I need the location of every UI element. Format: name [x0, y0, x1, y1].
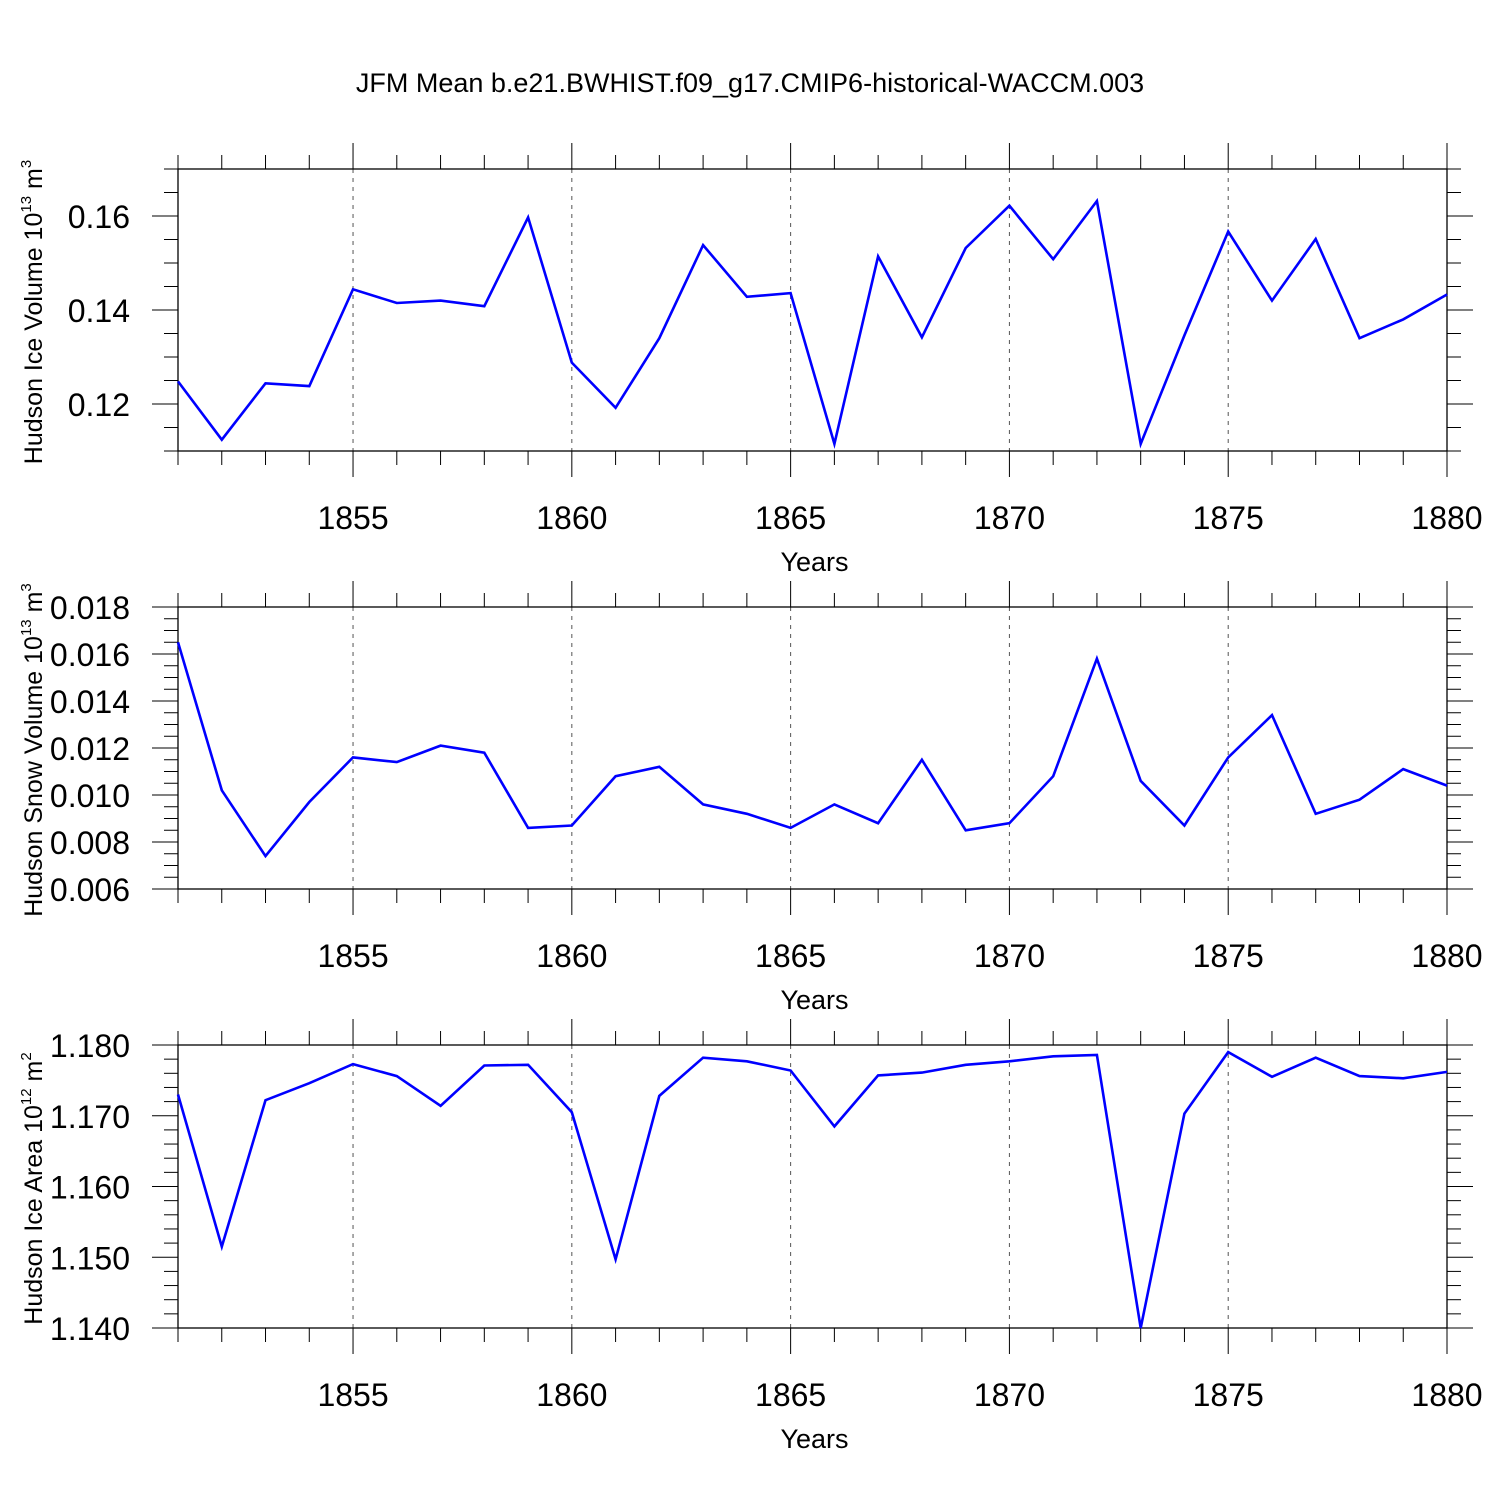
y-axis-label: Hudson Snow Volume 1013 m3 — [18, 583, 48, 917]
y-tick-label: 1.180 — [50, 1028, 130, 1064]
y-axis-label-unit-exponent: 3 — [18, 583, 35, 591]
y-tick-label: 1.160 — [50, 1170, 130, 1206]
x-axis-label: Years — [780, 985, 848, 1015]
plot-frame — [177, 1044, 1448, 1329]
x-tick-label: 1875 — [1193, 938, 1264, 974]
panel-snow-volume: 1855 1860 1865 1870 1875 1880 Years 0.006 0.008 0… — [18, 581, 1483, 1015]
x-tick-label: 1860 — [536, 1377, 607, 1413]
y-axis-label-unit: m — [20, 168, 48, 196]
y-tick-label: 1.140 — [50, 1311, 130, 1347]
y-axis-label-unit: m — [20, 592, 48, 620]
y-tick-label: 0.010 — [50, 778, 130, 814]
x-tick-label: 1860 — [536, 500, 607, 536]
x-tick-label: 1855 — [317, 1377, 388, 1413]
y-axis-label-unit-exponent: 3 — [18, 160, 35, 168]
x-tick-label: 1860 — [536, 938, 607, 974]
y-tick-label: 0.16 — [68, 199, 130, 235]
plot-frame — [177, 606, 1448, 890]
y-tick-label: 0.006 — [50, 872, 130, 908]
figure-title: JFM Mean b.e21.BWHIST.f09_g17.CMIP6-hist… — [355, 68, 1145, 98]
x-tick-label: 1865 — [755, 500, 826, 536]
y-tick-label: 0.014 — [50, 684, 130, 720]
y-tick-label: 0.12 — [68, 387, 130, 423]
x-tick-label: 1880 — [1411, 938, 1482, 974]
x-tick-label: 1855 — [317, 500, 388, 536]
series-line — [176, 1050, 1448, 1329]
x-tick-label: 1875 — [1193, 500, 1264, 536]
y-axis-label-exponent: 12 — [18, 1088, 35, 1105]
y-axis-label-text: Hudson Snow Volume 10 — [20, 636, 48, 917]
x-tick-label: 1875 — [1193, 1377, 1264, 1413]
x-tick-label: 1870 — [974, 500, 1045, 536]
y-axis-label: Hudson Ice Area 1012 m2 — [18, 1052, 48, 1324]
x-tick-label: 1880 — [1411, 1377, 1482, 1413]
x-tick-label: 1870 — [974, 1377, 1045, 1413]
y-tick-label: 0.14 — [68, 293, 130, 329]
x-tick-label: 1870 — [974, 938, 1045, 974]
y-tick-label: 0.008 — [50, 825, 130, 861]
panel-ice-area: 1855 1860 1865 1870 1875 1880 Years 1.140 1.150 1… — [18, 1019, 1483, 1454]
x-tick-label: 1865 — [755, 1377, 826, 1413]
y-tick-label: 1.150 — [50, 1240, 130, 1276]
plot-frame — [177, 168, 1448, 452]
y-tick-label: 1.170 — [50, 1099, 130, 1135]
y-tick-label: 0.016 — [50, 637, 130, 673]
series-line — [176, 641, 1448, 859]
x-tick-label: 1880 — [1411, 500, 1482, 536]
y-tick-label: 0.012 — [50, 731, 130, 767]
panel-ice-volume: 1855 1860 1865 1870 1875 1880 Years 0.12 0.14 0.1… — [18, 143, 1483, 577]
series-line — [176, 197, 1448, 450]
y-axis-label-text: Hudson Ice Area 10 — [20, 1105, 48, 1325]
x-axis-label: Years — [780, 547, 848, 577]
y-axis-label-exponent: 13 — [18, 196, 35, 213]
y-axis-label-unit-exponent: 2 — [18, 1052, 35, 1060]
y-axis-label-text: Hudson Ice Volume 10 — [20, 213, 48, 465]
y-axis-label-exponent: 13 — [18, 619, 35, 636]
x-tick-label: 1855 — [317, 938, 388, 974]
y-axis-label-unit: m — [20, 1061, 48, 1089]
y-tick-label: 0.018 — [50, 590, 130, 626]
x-tick-label: 1865 — [755, 938, 826, 974]
y-axis-label: Hudson Ice Volume 1013 m3 — [18, 160, 48, 464]
x-axis-label: Years — [780, 1424, 848, 1454]
